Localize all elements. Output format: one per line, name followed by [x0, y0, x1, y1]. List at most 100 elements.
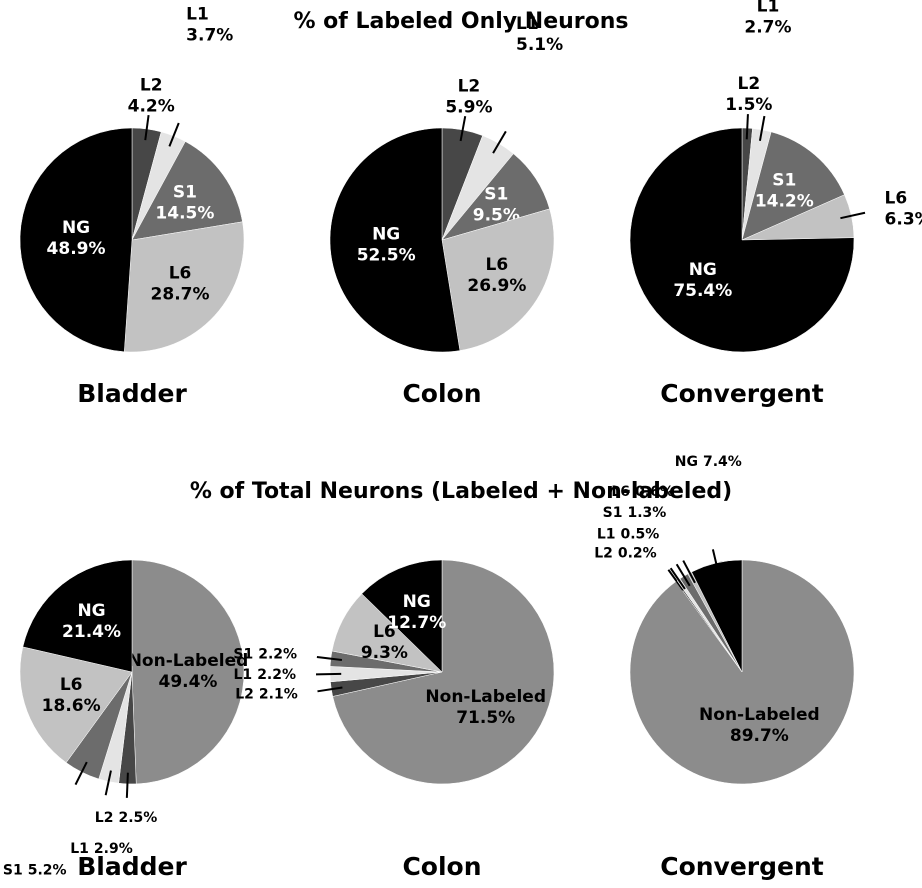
slice-label: NG 7.4%	[675, 454, 742, 470]
slice-category: NG	[403, 592, 431, 612]
slice-category: S1	[772, 171, 796, 191]
slice-category: L2	[738, 74, 761, 94]
slice-category: NG	[77, 601, 105, 621]
pie-slice	[332, 559, 555, 785]
leader-line	[675, 563, 691, 587]
slice-value: 5.2%	[28, 863, 67, 879]
pie-label: Colon	[402, 852, 481, 881]
slice-label: S1 9.5%	[473, 184, 520, 225]
slice-category: L2	[458, 77, 481, 97]
slice-value: 1.5%	[725, 95, 772, 115]
slice-label: L2 0.2%	[594, 546, 657, 562]
slice-category: S1	[173, 182, 197, 202]
slice-category: L1	[186, 4, 209, 24]
slice-label: L2 2.1%	[235, 686, 298, 702]
slice-value: 49.4%	[158, 672, 217, 692]
slice-category: L1	[70, 841, 89, 857]
slice-category: L1	[234, 667, 253, 683]
slice-category: NG	[372, 224, 400, 244]
slice-label: S1 14.2%	[755, 171, 814, 212]
pie-label: Colon	[402, 379, 481, 408]
leader-line	[168, 122, 180, 147]
pie-slice	[19, 646, 133, 763]
slice-category: L2	[235, 686, 254, 702]
slice-category: L6	[611, 484, 630, 500]
slice-value: 2.7%	[744, 17, 791, 37]
slice-label: L1 2.2%	[234, 667, 297, 683]
slice-category: L6	[486, 255, 509, 275]
slice-label: L1 2.7%	[744, 0, 791, 37]
leader-line	[711, 549, 720, 575]
slice-label: S1 14.5%	[155, 182, 214, 223]
slice-label: L2 1.5%	[725, 74, 772, 115]
slice-value: 0.6%	[635, 484, 674, 500]
slice-value: 1.3%	[627, 505, 666, 521]
pie-slice	[741, 131, 845, 241]
slice-category: L1	[597, 527, 616, 543]
slice-label: NG 48.9%	[47, 218, 106, 259]
slice-value: 2.9%	[94, 841, 133, 857]
slice-label: L1 5.1%	[516, 14, 563, 55]
slice-value: 52.5%	[357, 245, 416, 265]
leader-line	[104, 770, 112, 796]
slice-value: 71.5%	[456, 708, 515, 728]
slice-value: 14.2%	[755, 192, 814, 212]
slice-category: L6	[885, 188, 908, 208]
pie-slice	[329, 127, 461, 353]
slice-category: L6	[60, 675, 83, 695]
slice-category: S1	[603, 505, 623, 521]
pie-slice	[123, 221, 245, 353]
slice-category: L1	[757, 0, 780, 16]
slice-category: L2	[594, 546, 613, 562]
slice-value: 75.4%	[673, 281, 732, 301]
slice-category: S1	[233, 647, 253, 663]
slice-label: L6 0.6%	[611, 484, 674, 500]
slice-value: 5.1%	[516, 35, 563, 55]
slice-value: 18.6%	[42, 696, 101, 716]
leader-line	[316, 656, 343, 661]
slice-value: 0.5%	[621, 527, 660, 543]
leader-line	[74, 761, 88, 786]
slice-label: L1 2.9%	[70, 841, 133, 857]
leader-line	[669, 567, 686, 590]
slice-label: L66.3%	[885, 188, 922, 229]
slice-label: NG 21.4%	[62, 601, 121, 642]
slice-category: NG	[689, 260, 717, 280]
leader-line	[459, 115, 467, 142]
slice-value: 28.7%	[151, 285, 210, 305]
slice-label: L1 3.7%	[186, 4, 233, 45]
pie-label: Bladder	[77, 852, 187, 881]
slice-category: S1	[3, 863, 23, 879]
slice-value: 2.5%	[118, 810, 157, 826]
slice-value: 0.2%	[618, 546, 657, 562]
slice-label: NG 52.5%	[357, 224, 416, 265]
slice-category: L6	[373, 622, 396, 642]
slice-value: 4.2%	[128, 96, 175, 116]
leader-line	[317, 686, 343, 693]
leader-line	[840, 211, 866, 220]
slice-value: 9.3%	[361, 643, 408, 663]
slice-category: L2	[140, 75, 163, 95]
slice-category: Non-Labeled	[699, 705, 820, 725]
slice-value: 26.9%	[467, 276, 526, 296]
slice-value: 48.9%	[47, 239, 106, 259]
slice-label: L6 28.7%	[151, 264, 210, 305]
slice-category: Non-Labeled	[128, 651, 249, 671]
slice-category: NG	[675, 454, 698, 470]
pie-slice	[361, 559, 443, 673]
slice-label: Non-Labeled 71.5%	[425, 687, 546, 728]
leader-line	[144, 114, 150, 141]
pie-label: Convergent	[660, 852, 824, 881]
slice-category: L6	[169, 264, 192, 284]
slice-label: Non-Labeled 89.7%	[699, 705, 820, 746]
leader-line	[667, 569, 684, 591]
leader-line	[682, 560, 696, 584]
slice-label: L2 5.9%	[445, 77, 492, 118]
pie-slice	[19, 127, 133, 353]
pie-label: Bladder	[77, 379, 187, 408]
chart-title: % of Total Neurons (Labeled + Non-labele…	[190, 479, 732, 504]
slice-value: 89.7%	[730, 726, 789, 746]
pie-slice	[22, 559, 133, 673]
